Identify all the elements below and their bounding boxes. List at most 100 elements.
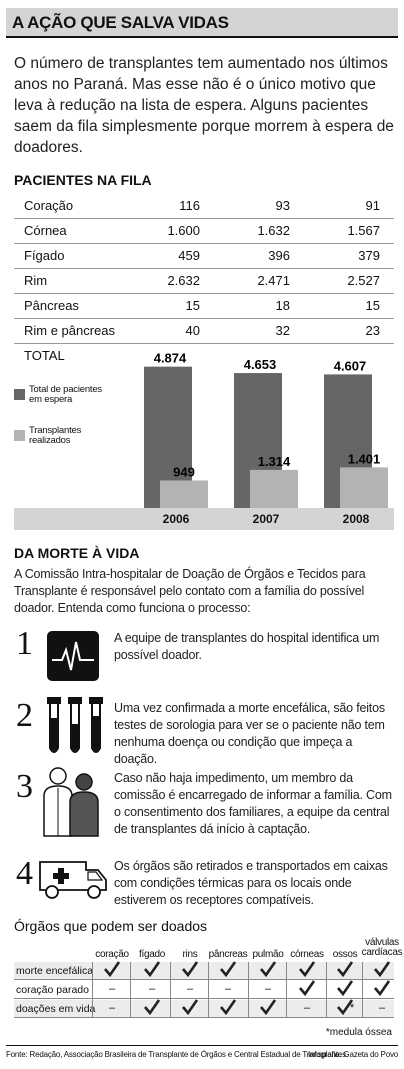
column-header: válvulas cardíacas	[361, 937, 403, 958]
row-label: coração parado	[16, 984, 89, 996]
row-value: 1.600	[167, 223, 200, 238]
row-value: 2.632	[167, 273, 200, 288]
ambulance-icon	[39, 861, 107, 899]
column-header: coração	[95, 949, 129, 960]
test-tubes-icon	[47, 697, 103, 753]
table-row: Pâncreas 15 18 15	[14, 294, 394, 319]
row-value: 379	[358, 248, 380, 263]
column-divider	[92, 962, 93, 1018]
check-icon	[374, 980, 391, 997]
row-value: 1.632	[257, 223, 290, 238]
column-header: rins	[182, 949, 198, 960]
title-bar: A AÇÃO QUE SALVA VIDAS	[6, 8, 398, 38]
bar-label-total-2006: 4.874	[154, 351, 187, 366]
bar-label-total-2007: 4.653	[244, 357, 277, 372]
check-icon	[260, 999, 277, 1016]
row-label: morte encefálica	[16, 965, 94, 977]
table-row: Fígado 459 396 379	[14, 244, 394, 269]
year-label: 2008	[342, 512, 370, 526]
intro-text: O número de transplantes tem aumentado n…	[14, 55, 394, 156]
step-3-number: 3	[16, 768, 33, 805]
dash-cell: –	[378, 1002, 386, 1014]
column-header: fígado	[138, 949, 165, 960]
footer-credit: Infografia: Gazeta do Povo	[308, 1050, 398, 1059]
bar-transplantes-2007	[250, 469, 298, 508]
row-label: Rim	[24, 273, 48, 288]
orgaos-title: Órgãos que podem ser doados	[14, 918, 208, 934]
step-4-text: Os órgãos são retirados e transportados …	[114, 859, 388, 907]
row-label: Coração	[24, 198, 74, 213]
table-row: Rim 2.632 2.471 2.527	[14, 269, 394, 294]
footer-source: Fonte: Redação, Associação Brasileira de…	[6, 1050, 348, 1059]
chart-axis-bar	[14, 508, 394, 530]
column-divider	[362, 962, 363, 1018]
table-row: coração parado	[14, 981, 394, 999]
column-header: ossos	[332, 949, 358, 960]
heart-monitor-icon	[47, 631, 99, 681]
legend-swatch-transplantes	[14, 430, 25, 441]
dash-cell: –	[224, 983, 232, 995]
column-header: pâncreas	[208, 949, 248, 960]
column-divider	[326, 962, 327, 1018]
row-value: 116	[179, 198, 200, 213]
dash-cell: –	[303, 1002, 311, 1014]
row-value: 91	[365, 198, 380, 213]
check-icon	[182, 961, 199, 978]
morte-title: DA MORTE À VIDA	[14, 545, 140, 561]
check-icon	[299, 980, 316, 997]
step-4-number: 4	[16, 855, 33, 892]
year-label: 2006	[162, 512, 190, 526]
row-label: Fígado	[24, 248, 65, 263]
row-value: 93	[275, 198, 290, 213]
footnote-mark: *	[349, 1002, 355, 1014]
column-divider	[286, 962, 287, 1018]
check-icon	[260, 961, 277, 978]
row-value: 15	[365, 298, 380, 313]
step-1-number: 1	[16, 625, 33, 662]
step-2-text: Uma vez confirmada a morte encefálica, s…	[114, 701, 385, 766]
morte-intro: A Comissão Intra-hospitalar de Doação de…	[14, 567, 366, 615]
bar-transplantes-2008	[340, 467, 388, 508]
check-icon	[144, 961, 161, 978]
footer-rule	[6, 1045, 398, 1046]
check-icon	[337, 980, 354, 997]
table-row: Rim e pâncreas 40 32 23	[14, 319, 394, 344]
row-value: 32	[275, 323, 290, 338]
legend-transplantes: Transplantes realizados	[29, 425, 82, 446]
check-icon	[182, 999, 199, 1016]
dash-cell: –	[108, 983, 116, 995]
table-row: Coração 116 93 91	[14, 194, 394, 219]
row-value: 2.527	[347, 273, 380, 288]
dash-cell: –	[108, 1002, 116, 1014]
bar-label-transplantes-2006: 949	[173, 464, 195, 479]
check-icon	[104, 961, 121, 978]
row-value: 23	[365, 323, 380, 338]
legend-swatch-total	[14, 389, 25, 400]
check-icon	[144, 999, 161, 1016]
column-divider	[248, 962, 249, 1018]
column-header: pulmão	[252, 949, 284, 960]
row-value: 1.567	[347, 223, 380, 238]
bar-label-transplantes-2008: 1.401	[348, 451, 381, 466]
step-1-text: A equipe de transplantes do hospital ide…	[114, 631, 380, 662]
bar-transplantes-2006	[160, 480, 208, 508]
column-divider	[208, 962, 209, 1018]
row-label: Córnea	[24, 223, 67, 238]
column-divider	[170, 962, 171, 1018]
row-label: doações em vida	[16, 1003, 96, 1015]
doctors-icon	[43, 767, 99, 837]
pacientes-title: PACIENTES NA FILA	[14, 172, 152, 188]
check-icon	[337, 961, 354, 978]
legend-total: Total de pacientes em espera	[29, 384, 102, 405]
row-value: 396	[268, 248, 290, 263]
check-icon	[220, 961, 237, 978]
step-3-text: Caso não haja impedimento, um membro da …	[114, 771, 392, 836]
dash-cell: –	[264, 983, 272, 995]
row-label: Rim e pâncreas	[24, 323, 116, 338]
bar-label-total-2008: 4.607	[334, 358, 367, 373]
row-value: 459	[178, 248, 200, 263]
step-2-number: 2	[16, 697, 33, 734]
check-icon	[337, 999, 354, 1016]
check-icon	[220, 999, 237, 1016]
check-icon	[299, 961, 316, 978]
